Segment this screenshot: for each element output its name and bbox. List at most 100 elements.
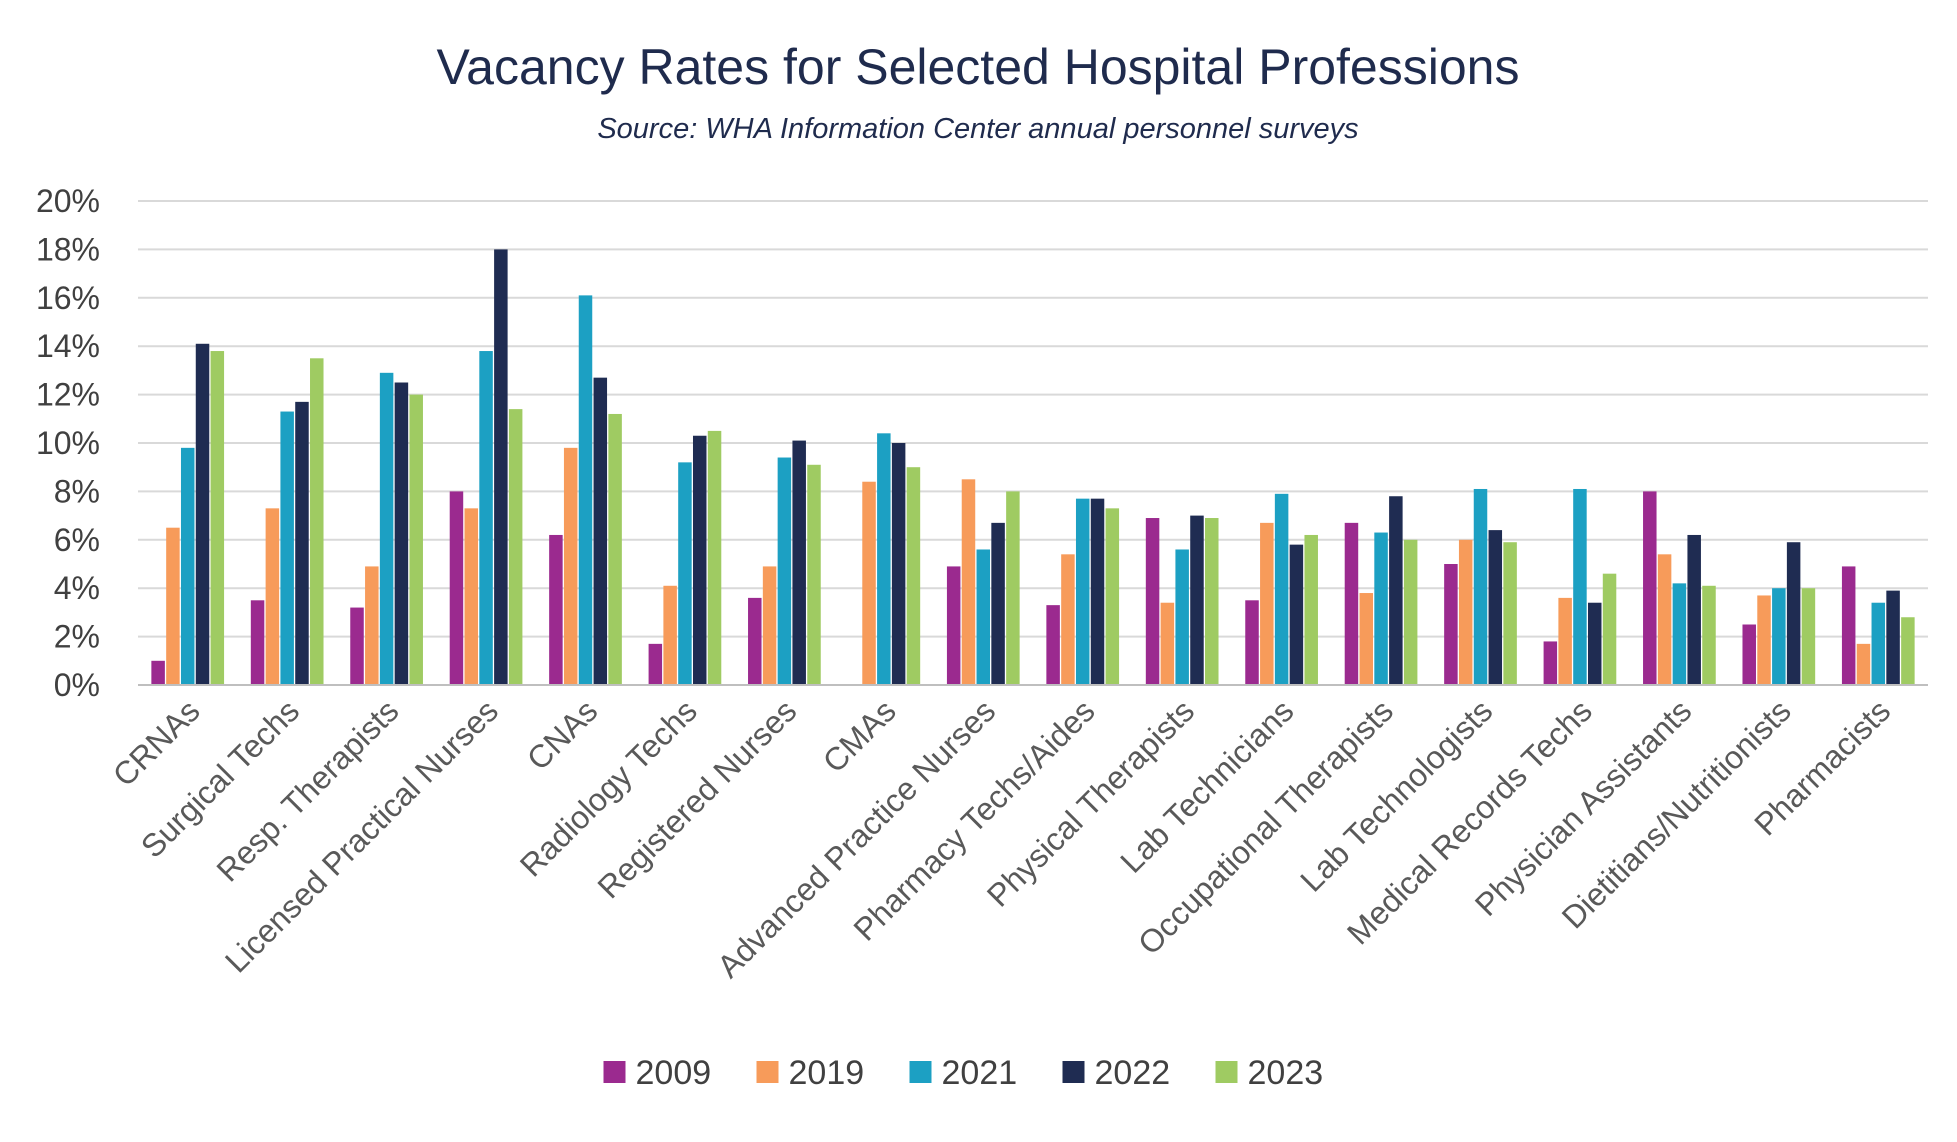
bar-2021 xyxy=(1871,602,1886,685)
x-tick-label: CMAs xyxy=(816,692,903,779)
bar-2023 xyxy=(310,358,324,685)
legend-swatch-2009 xyxy=(603,1061,626,1083)
bar-2021 xyxy=(877,433,891,685)
bar-2021 xyxy=(280,411,294,685)
bar-2009 xyxy=(549,534,563,685)
chart-subtitle: Source: WHA Information Center annual pe… xyxy=(597,113,1358,145)
bar-2023 xyxy=(608,413,622,685)
y-axis-ticks: 0% 2% 4% 6% 8% 10% 12% 14% 16% 18% 20% xyxy=(36,183,100,703)
bar-2023 xyxy=(1403,539,1418,685)
bar-2021 xyxy=(479,351,493,685)
bar-2009 xyxy=(449,491,464,685)
bar-2009 xyxy=(1742,624,1756,685)
y-tick-label: 20% xyxy=(36,183,100,219)
bar-2019 xyxy=(1558,597,1572,685)
bar-2019 xyxy=(1160,602,1175,685)
bar-2019 xyxy=(265,508,280,685)
bar-2019 xyxy=(1856,643,1871,685)
bar-2021 xyxy=(777,457,792,685)
legend-label: 2023 xyxy=(1248,1054,1324,1092)
bar-2021 xyxy=(678,462,692,685)
y-tick-label: 8% xyxy=(54,473,100,509)
bar-2019 xyxy=(1757,595,1771,685)
bar-2009 xyxy=(1543,641,1558,685)
bar-2023 xyxy=(807,464,821,685)
legend-label: 2021 xyxy=(942,1054,1018,1092)
legend: 2009 2019 2021 2022 2023 xyxy=(603,1054,1324,1092)
bar-2009 xyxy=(250,600,265,685)
bar-2009 xyxy=(1643,491,1657,685)
legend-label: 2009 xyxy=(636,1054,712,1092)
bar-2022 xyxy=(494,249,508,685)
bar-2022 xyxy=(1289,544,1304,685)
gridlines xyxy=(138,200,1928,638)
bar-2009 xyxy=(648,643,663,685)
bar-2019 xyxy=(961,479,976,685)
bar-2022 xyxy=(1786,542,1801,685)
legend-swatch-2021 xyxy=(909,1061,932,1083)
bar-2019 xyxy=(166,527,180,685)
legend-swatch-2023 xyxy=(1215,1061,1238,1083)
bar-2009 xyxy=(1046,605,1060,685)
bar-2021 xyxy=(1374,532,1388,685)
bar-2022 xyxy=(1389,496,1403,685)
bar-2022 xyxy=(1687,534,1701,685)
chart-title: Vacancy Rates for Selected Hospital Prof… xyxy=(437,39,1520,95)
legend-swatch-2022 xyxy=(1062,1061,1085,1083)
bar-2021 xyxy=(976,549,991,685)
bar-2019 xyxy=(464,508,479,685)
x-tick-label: Resp. Therapists xyxy=(209,692,405,888)
bar-2009 xyxy=(946,566,961,685)
bar-2021 xyxy=(578,295,593,685)
bar-2022 xyxy=(1190,515,1204,685)
bar-2022 xyxy=(1488,530,1503,685)
y-tick-label: 0% xyxy=(54,667,100,703)
bar-2019 xyxy=(862,481,876,685)
bar-2023 xyxy=(906,467,921,685)
bar-2021 xyxy=(1175,549,1189,685)
legend-swatch-2019 xyxy=(756,1061,779,1083)
bar-2023 xyxy=(1702,585,1716,685)
bar-2023 xyxy=(1205,518,1219,685)
y-tick-label: 10% xyxy=(36,425,100,461)
y-tick-label: 14% xyxy=(36,328,100,364)
bar-2022 xyxy=(1090,498,1105,685)
bar-2019 xyxy=(762,566,777,685)
bar-2022 xyxy=(891,443,906,685)
bar-2021 xyxy=(1772,588,1786,685)
bar-2019 xyxy=(663,585,677,685)
bar-2019 xyxy=(1657,554,1672,685)
bar-2022 xyxy=(1587,602,1602,685)
bar-2023 xyxy=(1503,542,1517,685)
bar-2023 xyxy=(1304,534,1318,685)
x-tick-label: CRNAs xyxy=(106,692,207,793)
y-tick-label: 16% xyxy=(36,280,100,316)
bar-2023 xyxy=(1006,491,1020,685)
bar-2022 xyxy=(195,343,210,685)
bar-2023 xyxy=(1105,508,1120,685)
legend-label: 2019 xyxy=(789,1054,865,1092)
x-tick-label: CNAs xyxy=(520,692,605,777)
bar-2022 xyxy=(792,440,806,685)
bar-2009 xyxy=(1145,518,1160,685)
bar-2023 xyxy=(1901,617,1915,685)
bar-2019 xyxy=(563,447,578,685)
bar-2009 xyxy=(350,607,364,685)
bar-2019 xyxy=(1458,539,1473,685)
y-tick-label: 18% xyxy=(36,231,100,267)
bar-2021 xyxy=(1573,488,1587,685)
bar-2019 xyxy=(1260,522,1274,685)
x-tick-label: Lab Technicians xyxy=(1113,692,1300,879)
bar-2009 xyxy=(748,597,762,685)
bar-2019 xyxy=(365,566,379,685)
bar-2023 xyxy=(409,394,423,685)
y-tick-label: 4% xyxy=(54,570,100,606)
bar-2023 xyxy=(508,409,523,685)
x-tick-label: Lab Technologists xyxy=(1293,692,1499,898)
bar-2023 xyxy=(707,430,722,685)
bar-2022 xyxy=(593,377,608,685)
bar-2022 xyxy=(1886,590,1900,685)
